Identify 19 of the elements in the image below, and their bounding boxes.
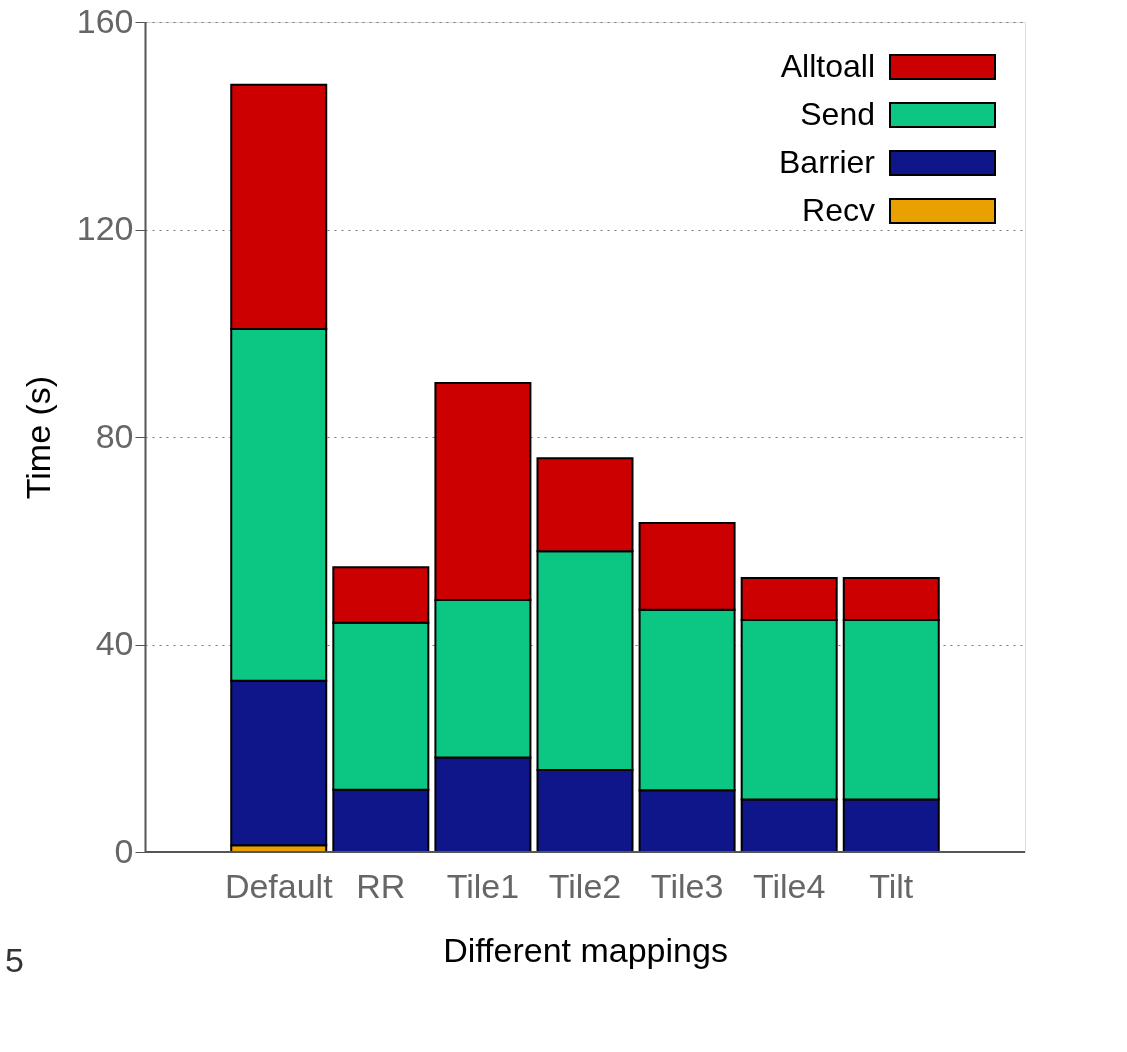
legend-label: Alltoall [780, 48, 875, 84]
x-tick-label: Tilt [869, 866, 914, 905]
x-tick-label: RR [356, 866, 406, 905]
y-tick-label: 40 [95, 624, 134, 662]
legend-label: Send [800, 96, 875, 132]
x-tick-label: Tile1 [446, 866, 520, 905]
x-tick-label: Tile2 [548, 866, 622, 905]
y-tick-label: 80 [95, 416, 134, 455]
y-axis-title: Time (s) [18, 375, 57, 500]
x-tick-label: Tile3 [650, 866, 724, 905]
y-tick-label: 0 [114, 831, 134, 870]
x-tick-label: Tile4 [752, 866, 826, 905]
text: 5 [5, 941, 24, 979]
y-tick-label: 120 [76, 209, 134, 247]
y-tick-label: 160 [76, 1, 134, 40]
legend-label: Barrier [778, 144, 876, 180]
x-axis-title: Different mappings [443, 930, 728, 969]
legend-label: Recv [802, 192, 875, 228]
x-tick-label: Default [224, 866, 334, 905]
